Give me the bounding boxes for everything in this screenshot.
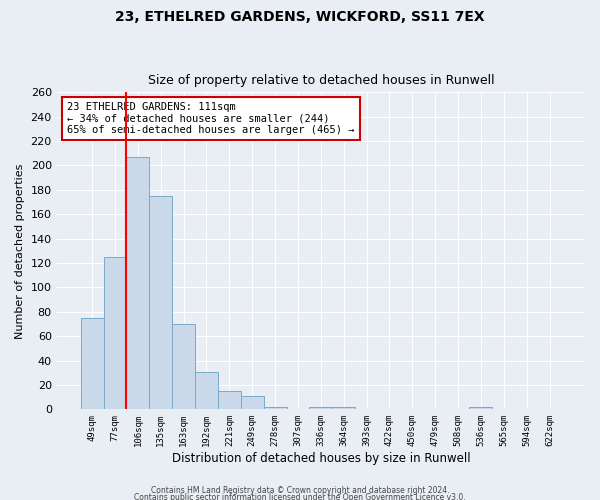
Bar: [310, 407, 332, 410]
Bar: [149, 196, 172, 410]
Text: 23, ETHELRED GARDENS, WICKFORD, SS11 7EX: 23, ETHELRED GARDENS, WICKFORD, SS11 7EX: [115, 10, 485, 24]
Bar: [172, 324, 195, 410]
Bar: [241, 396, 263, 409]
Bar: [263, 407, 287, 410]
Bar: [469, 407, 493, 410]
Bar: [195, 372, 218, 410]
Bar: [80, 318, 104, 410]
Bar: [127, 157, 149, 409]
Title: Size of property relative to detached houses in Runwell: Size of property relative to detached ho…: [148, 74, 494, 87]
Bar: [104, 257, 127, 410]
X-axis label: Distribution of detached houses by size in Runwell: Distribution of detached houses by size …: [172, 452, 470, 465]
Text: 23 ETHELRED GARDENS: 111sqm
← 34% of detached houses are smaller (244)
65% of se: 23 ETHELRED GARDENS: 111sqm ← 34% of det…: [67, 102, 355, 135]
Y-axis label: Number of detached properties: Number of detached properties: [15, 163, 25, 338]
Bar: [332, 407, 355, 410]
Bar: [218, 391, 241, 409]
Text: Contains HM Land Registry data © Crown copyright and database right 2024.: Contains HM Land Registry data © Crown c…: [151, 486, 449, 495]
Text: Contains public sector information licensed under the Open Government Licence v3: Contains public sector information licen…: [134, 494, 466, 500]
